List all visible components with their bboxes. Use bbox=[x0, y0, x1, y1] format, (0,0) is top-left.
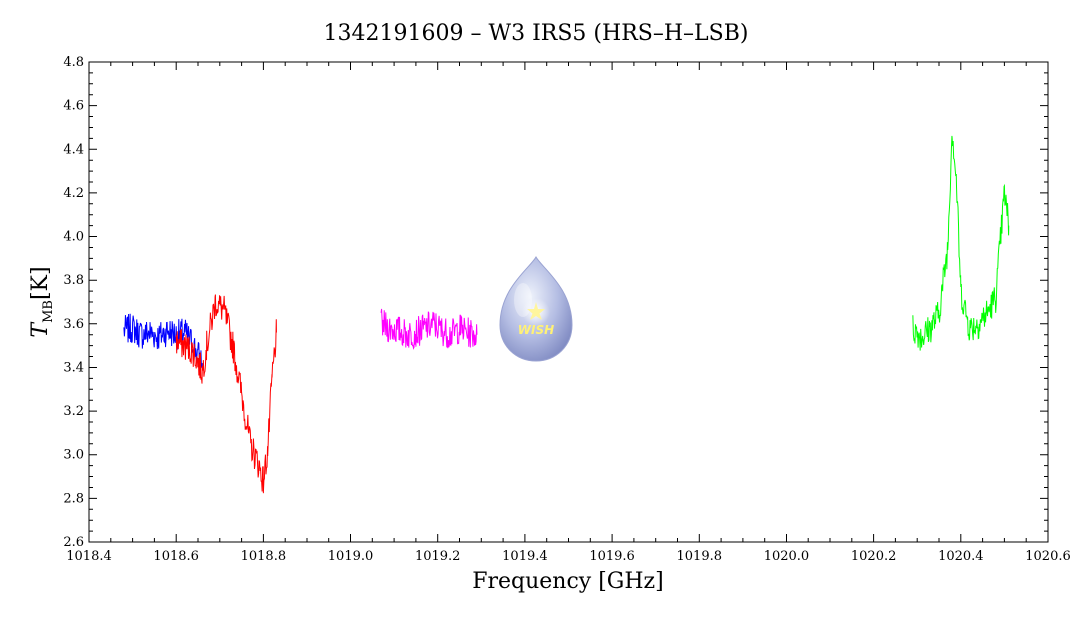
wish-logo-text: WISH bbox=[518, 323, 554, 337]
star-icon bbox=[527, 302, 545, 320]
x-tick-label-8: 1020.0 bbox=[764, 549, 810, 564]
x-tick-label-0: 1018.4 bbox=[66, 549, 112, 564]
x-tick-label-4: 1019.2 bbox=[415, 549, 461, 564]
y-tick-label-8: 4.2 bbox=[63, 186, 84, 201]
x-tick-label-11: 1020.6 bbox=[1025, 549, 1071, 564]
series-layer bbox=[123, 135, 1010, 494]
y-tick-label-0: 2.6 bbox=[63, 535, 84, 550]
series-line-1 bbox=[175, 294, 277, 494]
y-tick-labels: 2.6 2.8 3.0 3.2 3.4 3.6 3.8 4.0 4.2 4.4 4.6 4.8 bbox=[63, 55, 84, 550]
x-tick-label-9: 1020.2 bbox=[851, 549, 897, 564]
x-axis-label: Frequency [GHz] bbox=[472, 569, 664, 594]
x-tick-label-6: 1019.6 bbox=[589, 549, 635, 564]
y-axis-label: TMB[K] bbox=[28, 266, 56, 337]
y-tick-label-7: 4.0 bbox=[63, 230, 84, 245]
y-tick-label-5: 3.6 bbox=[63, 317, 84, 332]
y-tick-label-11: 4.8 bbox=[63, 55, 84, 70]
y-tick-label-6: 3.8 bbox=[63, 273, 84, 288]
chart-title: 1342191609 – W3 IRS5 (HRS–H–LSB) bbox=[324, 21, 749, 46]
x-tick-label-10: 1020.4 bbox=[938, 549, 984, 564]
x-tick-labels: 1018.4 1018.6 1018.8 1019.0 1019.2 1019.4 1019… bbox=[66, 549, 1071, 564]
x-tick-label-7: 1019.8 bbox=[677, 549, 723, 564]
x-tick-label-2: 1018.8 bbox=[241, 549, 287, 564]
series-line-2 bbox=[380, 308, 478, 350]
y-axis-label-main: T bbox=[28, 321, 53, 338]
wish-logo: WISH bbox=[499, 255, 573, 362]
axis-tick-marks bbox=[88, 61, 1049, 543]
x-tick-label-1: 1018.6 bbox=[153, 549, 199, 564]
y-tick-label-4: 3.4 bbox=[63, 360, 84, 375]
plot-frame bbox=[88, 61, 1049, 543]
ticks-layer bbox=[88, 61, 1049, 543]
y-tick-label-2: 3.0 bbox=[63, 448, 84, 463]
y-tick-label-9: 4.4 bbox=[63, 142, 84, 157]
y-tick-label-1: 2.8 bbox=[63, 491, 84, 506]
y-axis-label-unit: [K] bbox=[28, 266, 53, 300]
x-tick-label-3: 1019.0 bbox=[328, 549, 374, 564]
x-tick-label-5: 1019.4 bbox=[502, 549, 548, 564]
y-tick-label-3: 3.2 bbox=[63, 404, 84, 419]
series-line-3 bbox=[912, 135, 1010, 351]
y-tick-label-10: 4.6 bbox=[63, 99, 84, 114]
y-axis-label-sub: MB bbox=[41, 300, 56, 323]
